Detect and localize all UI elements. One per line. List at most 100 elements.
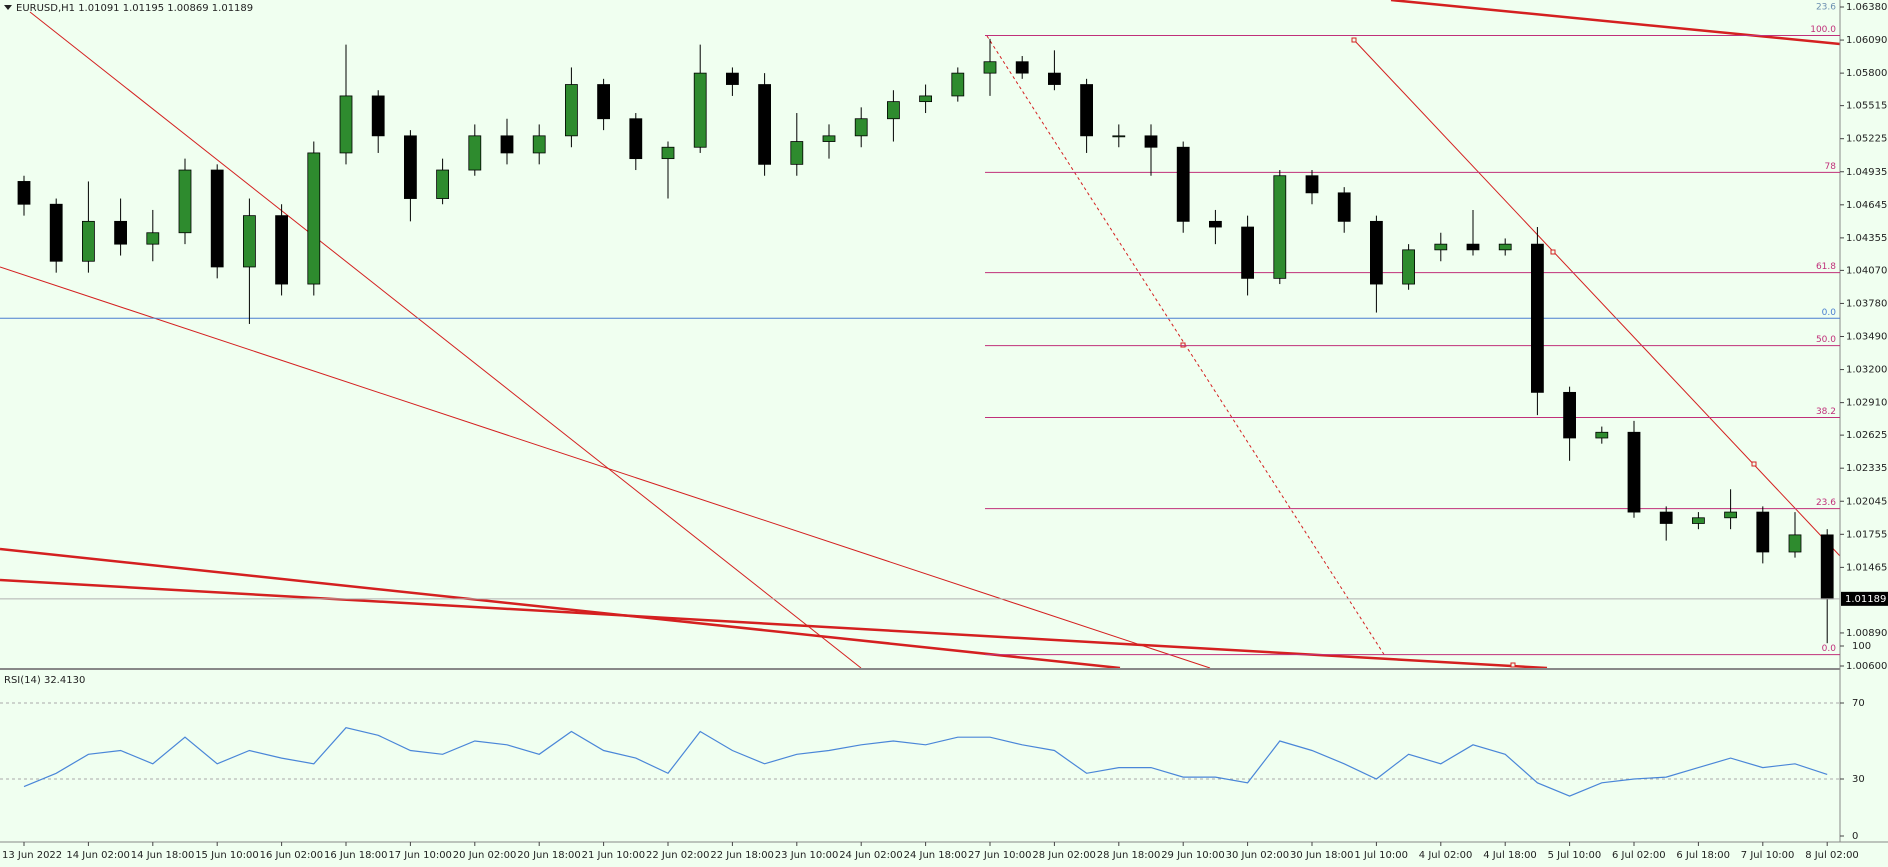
candle-body	[1370, 220, 1383, 285]
price-tick-label: 1.04935	[1846, 167, 1887, 178]
candle-body	[1820, 534, 1834, 600]
price-tick-label: 1.06380	[1846, 2, 1887, 13]
rsi-header: RSI(14) 32.4130	[4, 675, 85, 686]
candle-body	[790, 141, 804, 165]
rsi-tick-label: 100	[1852, 641, 1871, 652]
price-tick-label: 1.04355	[1846, 233, 1887, 244]
candle-body	[1048, 72, 1061, 85]
candle-body	[1305, 175, 1319, 194]
time-tick-label: 5 Jul 10:00	[1548, 850, 1602, 861]
level-label: 0.0	[1822, 308, 1837, 318]
fibo-label: 0.0	[1822, 644, 1837, 654]
fibo-label: 23.6	[1816, 498, 1836, 508]
fibo-label: 78	[1825, 162, 1837, 172]
candle-body	[1692, 517, 1705, 524]
candle-body	[597, 84, 610, 120]
trend-line	[0, 578, 1548, 670]
candle-body	[436, 169, 450, 199]
candle-body	[629, 118, 643, 160]
candle-body	[983, 61, 997, 74]
time-tick-label: 22 Jun 02:00	[646, 850, 710, 861]
candle-body	[242, 215, 256, 268]
rsi-tick-label: 30	[1852, 774, 1865, 785]
candle-body	[1273, 175, 1287, 279]
price-tick-label: 1.02910	[1846, 398, 1887, 409]
candle-body	[1144, 135, 1158, 148]
candle-body	[854, 118, 868, 137]
price-tick-label: 1.03200	[1846, 365, 1887, 376]
candle-body	[1209, 220, 1222, 228]
time-tick-label: 6 Jul 18:00	[1676, 850, 1730, 861]
candle-body	[693, 72, 707, 148]
rsi-line	[23, 727, 1828, 797]
candle-body	[1015, 61, 1029, 74]
price-tick-label: 1.00890	[1846, 628, 1887, 639]
price-tick-label: 1.05225	[1846, 134, 1887, 145]
level-label: 23.6	[1816, 3, 1836, 13]
price-tick-label: 1.04645	[1846, 200, 1887, 211]
candle-body	[1724, 511, 1737, 519]
candle-body	[82, 220, 95, 262]
candle-body	[275, 215, 289, 285]
price-tick-label: 1.04070	[1846, 265, 1887, 276]
time-tick-label: 17 Jun 10:00	[388, 850, 452, 861]
time-tick-label: 14 Jun 02:00	[66, 850, 130, 861]
time-tick-label: 28 Jun 02:00	[1032, 850, 1096, 861]
price-tick-label: 1.05800	[1846, 68, 1887, 79]
time-tick-label: 20 Jun 18:00	[517, 850, 581, 861]
trend-lines	[0, 0, 1841, 670]
time-tick-label: 22 Jun 18:00	[710, 850, 774, 861]
anchor-point	[1180, 342, 1186, 348]
candle-body	[887, 101, 900, 120]
candle-body	[1563, 391, 1576, 439]
time-tick-label: 24 Jun 18:00	[904, 850, 968, 861]
candle-body	[114, 220, 127, 245]
candle-body	[726, 72, 739, 85]
candle-body	[371, 95, 385, 137]
candle-body	[919, 95, 932, 103]
price-tick-label: 1.02045	[1846, 496, 1887, 507]
candle-body	[1080, 84, 1093, 137]
candle-body	[1466, 243, 1480, 251]
candle-body	[1788, 534, 1802, 553]
current-price-box	[1841, 591, 1888, 606]
anchor-point	[1351, 37, 1357, 43]
menu-arrow[interactable]	[4, 5, 12, 10]
time-tick-label: 8 Jul 02:00	[1805, 850, 1859, 861]
candle-body	[1627, 431, 1641, 513]
time-tick-label: 27 Jun 10:00	[968, 850, 1032, 861]
price-tick-label: 1.02625	[1846, 430, 1887, 441]
trend-line	[0, 547, 1121, 670]
time-tick-label: 30 Jun 18:00	[1290, 850, 1354, 861]
time-tick-label: 30 Jun 02:00	[1226, 850, 1290, 861]
candle-body	[822, 135, 836, 142]
price-tick-label: 1.01755	[1846, 529, 1887, 540]
time-tick-label: 16 Jun 02:00	[260, 850, 324, 861]
anchor-point	[1550, 249, 1556, 255]
candle-body	[307, 152, 321, 285]
time-tick-label: 6 Jul 02:00	[1612, 850, 1666, 861]
candle-body	[1595, 431, 1609, 439]
time-tick-label: 20 Jun 02:00	[453, 850, 517, 861]
candle-body	[1112, 135, 1126, 138]
candle-body	[1402, 249, 1415, 285]
time-tick-label: 13 Jun 2022	[2, 850, 62, 861]
anchor-point	[1510, 662, 1516, 668]
symbol-header: EURUSD,H1 1.01091 1.01195 1.00869 1.0118…	[16, 3, 253, 14]
fibo-label: 38.2	[1816, 407, 1836, 417]
anchor-point	[1751, 461, 1757, 467]
time-tick-label: 23 Jun 10:00	[775, 850, 839, 861]
candle-body	[951, 72, 965, 97]
candle-body	[500, 135, 514, 154]
time-tick-label: 4 Jul 02:00	[1419, 850, 1473, 861]
time-tick-label: 28 Jun 18:00	[1097, 850, 1161, 861]
candle-body	[339, 95, 353, 154]
trend-line	[29, 11, 862, 669]
candle-body	[1498, 243, 1512, 251]
candle-body	[403, 135, 417, 199]
rsi-tick-label: 70	[1852, 698, 1865, 709]
time-tick-label: 7 Jul 10:00	[1741, 850, 1795, 861]
price-tick-label: 1.02335	[1846, 463, 1887, 474]
